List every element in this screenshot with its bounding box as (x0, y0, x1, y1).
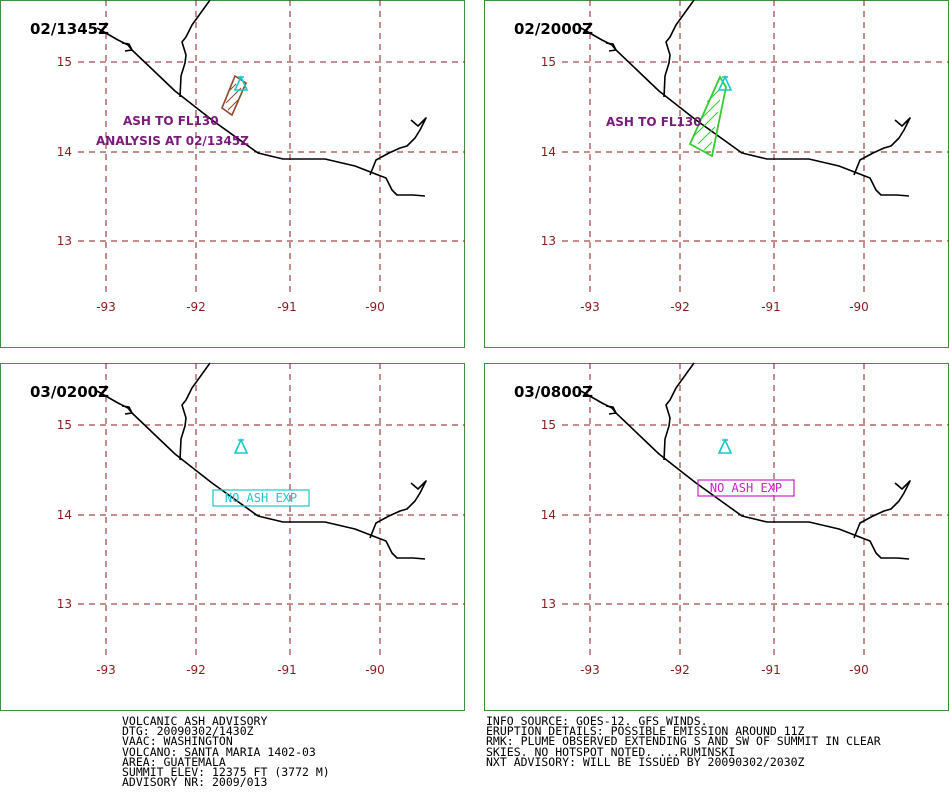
map-panel-02-2000z: 02/2000Z 15 14 13 -93 -92 -91 -90 ASH TO… (484, 0, 949, 348)
no-ash-expected-box: NO ASH EXP (697, 479, 795, 497)
lon-label-91: -91 (277, 663, 297, 677)
lon-label-93: -93 (96, 300, 116, 314)
panel-frame (484, 363, 949, 711)
lat-label-14: 14 (541, 145, 556, 159)
panel-frame (0, 0, 465, 348)
lon-label-92: -92 (670, 663, 690, 677)
advisory-line: ERUPTION DETAILS: POSSIBLE EMISSION AROU… (486, 724, 805, 739)
map-panel-03-0200z: NO ASH EXP 03/0200Z 15 14 13 -93 -92 -91… (0, 362, 465, 711)
lon-label-93: -93 (580, 300, 600, 314)
no-ash-expected-box: NO ASH EXP (212, 489, 310, 507)
lat-label-15: 15 (541, 55, 556, 69)
panel-frame (0, 363, 465, 711)
grid-lines (562, 0, 949, 295)
grid-lines (78, 0, 465, 295)
grid-lines (78, 363, 465, 658)
advisory-line: ADVISORY NR: 2009/013 (122, 775, 268, 790)
lon-label-92: -92 (670, 300, 690, 314)
grid-lines (562, 363, 949, 658)
advisory-line: VOLCANIC ASH ADVISORY (122, 714, 268, 728)
lon-label-93: -93 (96, 663, 116, 677)
lat-label-15: 15 (57, 55, 72, 69)
lat-label-13: 13 (541, 597, 556, 611)
lat-label-14: 14 (57, 145, 72, 159)
map-canvas: NO ASH EXP 03/0200Z 15 14 13 -93 -92 -91… (0, 362, 465, 711)
lon-label-90: -90 (365, 300, 385, 314)
lon-label-91: -91 (761, 663, 781, 677)
lat-label-13: 13 (541, 234, 556, 248)
map-panel-03-0800z: NO ASH EXP 03/0800Z 15 14 13 -93 -92 -91… (484, 362, 949, 711)
panel-timestamp: 03/0200Z (30, 383, 109, 401)
lat-label-15: 15 (541, 418, 556, 432)
map-canvas: 02/1345Z 15 14 13 -93 -92 -91 -90 ASH TO… (0, 0, 465, 348)
advisory-line: VOLCANO: SANTA MARIA 1402-03 (122, 744, 316, 759)
lon-label-91: -91 (761, 300, 781, 314)
advisory-line: SKIES. NO HOTSPOT NOTED. ...RUMINSKI (486, 744, 736, 759)
panel-timestamp: 02/2000Z (514, 20, 593, 38)
lon-label-92: -92 (186, 663, 206, 677)
advisory-line: RMK: PLUME OBSERVED EXTENDING S AND SW O… (486, 734, 881, 749)
lon-label-90: -90 (365, 663, 385, 677)
lat-label-15: 15 (57, 418, 72, 432)
panel-timestamp: 03/0800Z (514, 383, 593, 401)
coastline (580, 0, 911, 197)
ash-height-label: ASH TO FL130 (606, 115, 702, 129)
analysis-time-label: ANALYSIS AT 02/1345Z (96, 134, 249, 148)
lon-label-91: -91 (277, 300, 297, 314)
advisory-details-right: INFO SOURCE: GOES-12. GFS WINDS. ERUPTIO… (486, 714, 881, 769)
lat-label-13: 13 (57, 234, 72, 248)
ash-height-label: ASH TO FL130 (123, 114, 219, 128)
coastline (580, 362, 911, 560)
panel-frame (484, 0, 949, 348)
advisory-line: VAAC: WASHINGTON (122, 734, 233, 749)
advisory-details-left: VOLCANIC ASH ADVISORY DTG: 20090302/1430… (122, 714, 330, 790)
coastline (96, 362, 427, 560)
map-panel-02-1345z: 02/1345Z 15 14 13 -93 -92 -91 -90 ASH TO… (0, 0, 465, 348)
lat-label-13: 13 (57, 597, 72, 611)
volcano-icon (717, 438, 733, 454)
ash-polygon (688, 75, 727, 158)
no-ash-label: NO ASH EXP (225, 491, 297, 505)
volcano-icon (233, 75, 249, 91)
volcano-icon (717, 75, 733, 91)
advisory-line: INFO SOURCE: GOES-12. GFS WINDS. (486, 714, 708, 728)
map-canvas: NO ASH EXP 03/0800Z 15 14 13 -93 -92 -91… (484, 362, 949, 711)
advisory-line: SUMMIT ELEV: 12375 FT (3772 M) (122, 765, 330, 780)
lon-label-90: -90 (849, 663, 869, 677)
no-ash-label: NO ASH EXP (710, 481, 782, 495)
advisory-line: NXT ADVISORY: WILL BE ISSUED BY 20090302… (486, 754, 805, 769)
advisory-line: DTG: 20090302/1430Z (122, 724, 254, 739)
lat-label-14: 14 (541, 508, 556, 522)
volcano-icon (233, 438, 249, 454)
lon-label-90: -90 (849, 300, 869, 314)
lon-label-92: -92 (186, 300, 206, 314)
coastline (96, 0, 427, 197)
advisory-line: AREA: GUATEMALA (122, 754, 226, 769)
lon-label-93: -93 (580, 663, 600, 677)
panel-timestamp: 02/1345Z (30, 20, 109, 38)
lat-label-14: 14 (57, 508, 72, 522)
map-canvas: 02/2000Z 15 14 13 -93 -92 -91 -90 ASH TO… (484, 0, 949, 348)
